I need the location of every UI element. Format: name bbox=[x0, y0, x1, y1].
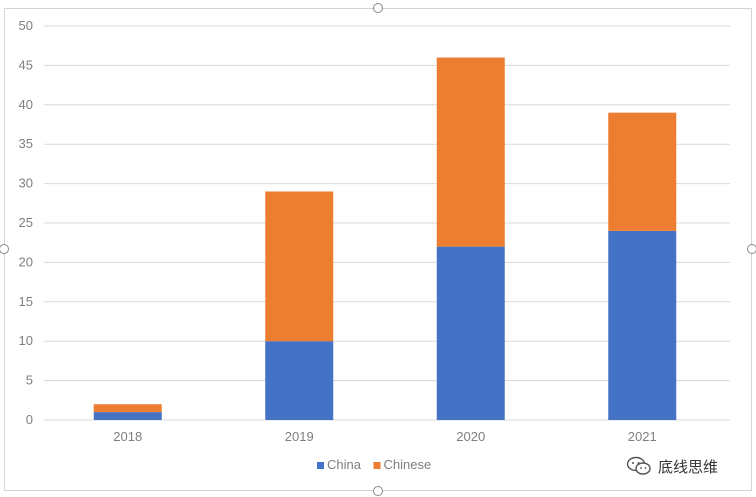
legend-swatch bbox=[373, 462, 381, 469]
bar-china-2021[interactable] bbox=[608, 230, 677, 420]
bar-chinese-2020[interactable] bbox=[436, 57, 505, 247]
y-axis-ticks: 0 5 10 15 20 25 30 35 40 45 50 bbox=[19, 18, 33, 427]
y-tick-label: 5 bbox=[26, 373, 33, 388]
resize-handle-bottom[interactable] bbox=[373, 486, 383, 496]
x-axis-ticks: 2018 2019 2020 2021 bbox=[113, 429, 656, 444]
y-tick-label: 40 bbox=[19, 97, 33, 112]
legend-label: China bbox=[327, 457, 362, 472]
y-tick-label: 20 bbox=[19, 254, 33, 269]
legend[interactable]: China Chinese bbox=[317, 457, 431, 472]
bar-china-2018[interactable] bbox=[93, 412, 162, 420]
x-tick-label: 2021 bbox=[628, 429, 657, 444]
y-tick-label: 10 bbox=[19, 333, 33, 348]
bar-chinese-2018[interactable] bbox=[93, 404, 162, 413]
x-tick-label: 2018 bbox=[113, 429, 142, 444]
wechat-icon bbox=[626, 456, 651, 475]
watermark-text: 底线思维 bbox=[658, 457, 719, 476]
resize-handle-top[interactable] bbox=[373, 3, 383, 13]
x-tick-label: 2019 bbox=[285, 429, 314, 444]
bar-chinese-2019[interactable] bbox=[265, 191, 334, 342]
y-tick-label: 45 bbox=[19, 57, 33, 72]
y-tick-label: 30 bbox=[19, 176, 33, 191]
legend-swatch bbox=[317, 462, 324, 469]
resize-handle-left[interactable] bbox=[0, 244, 9, 254]
legend-label: Chinese bbox=[384, 457, 432, 472]
resize-handle-right[interactable] bbox=[747, 244, 756, 254]
x-tick-label: 2020 bbox=[456, 429, 485, 444]
y-tick-label: 25 bbox=[19, 215, 33, 230]
bars bbox=[93, 57, 677, 420]
y-tick-label: 15 bbox=[19, 294, 33, 309]
y-tick-label: 35 bbox=[19, 136, 33, 151]
watermark: 底线思维 bbox=[626, 455, 718, 477]
y-tick-label: 50 bbox=[19, 18, 33, 33]
y-tick-label: 0 bbox=[26, 412, 33, 427]
bar-chinese-2021[interactable] bbox=[608, 112, 677, 231]
bar-china-2020[interactable] bbox=[436, 246, 505, 420]
bar-china-2019[interactable] bbox=[265, 341, 334, 420]
